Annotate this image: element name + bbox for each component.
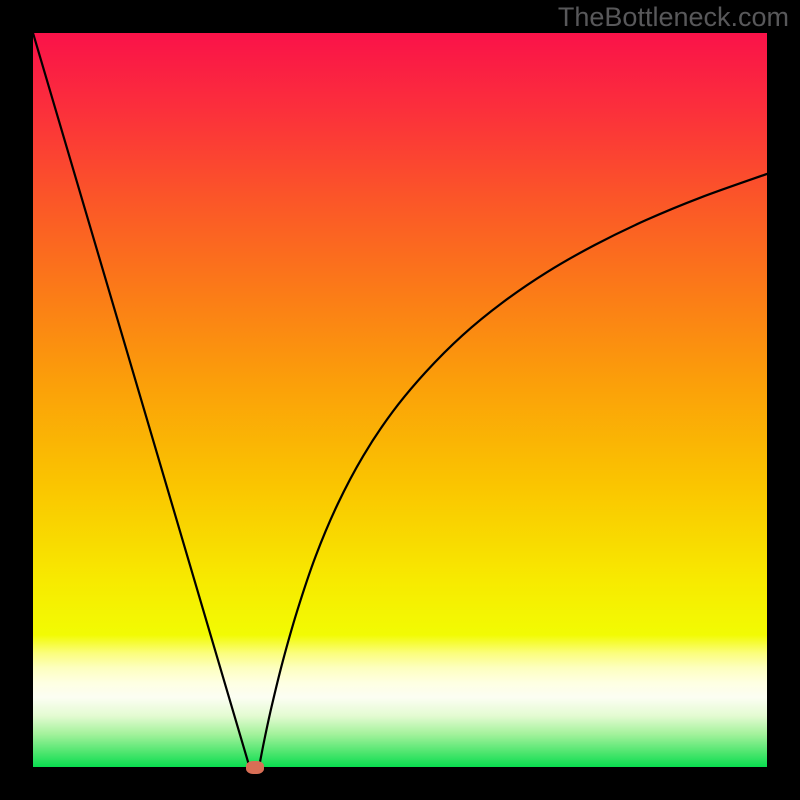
bottleneck-curve bbox=[33, 33, 767, 767]
chart-container: TheBottleneck.com bbox=[0, 0, 800, 800]
min-marker bbox=[246, 761, 264, 774]
frame-right bbox=[767, 0, 800, 800]
frame-left bbox=[0, 0, 33, 800]
frame-bottom bbox=[0, 767, 800, 800]
watermark-text: TheBottleneck.com bbox=[558, 2, 789, 33]
